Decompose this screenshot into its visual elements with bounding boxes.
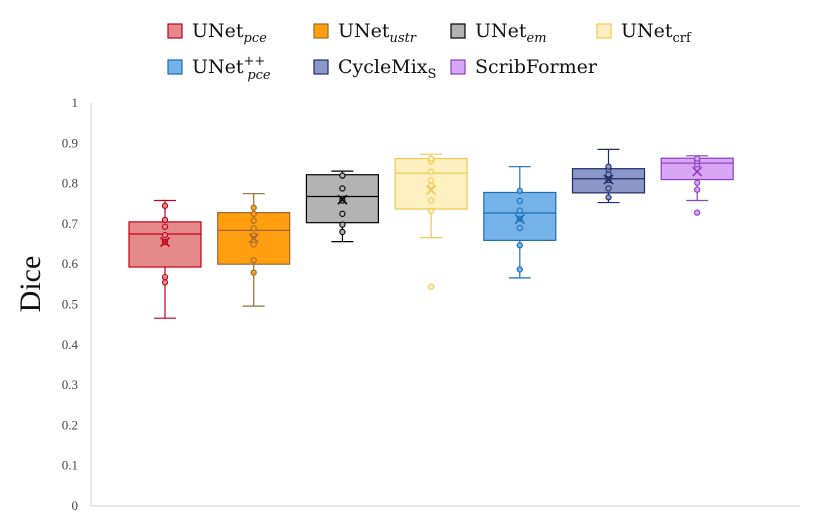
data-point: [339, 210, 346, 217]
y-tick-labels: 0 0.1 0.2 0.3 0.4 0.5 0.6 0.7 0.8 0.9 1: [62, 95, 79, 513]
data-point: [427, 283, 435, 290]
y-axis-title: Dice: [14, 256, 47, 313]
mean-marker: [514, 213, 525, 225]
legend-swatch: [450, 59, 466, 75]
data-point: [250, 204, 257, 211]
y-tick-label: 0.7: [62, 216, 79, 231]
data-point: [339, 228, 346, 236]
legend-swatch: [313, 23, 329, 39]
data-point: [516, 197, 523, 205]
data-point: [161, 279, 169, 286]
y-tick-label: 1: [72, 95, 79, 110]
data-point: [339, 172, 346, 179]
mean-marker: [337, 194, 348, 205]
data-point: [250, 210, 257, 217]
data-point: [161, 223, 169, 230]
data-point: [694, 179, 701, 186]
data-point: [694, 186, 701, 193]
legend-item-3: UNetem: [450, 20, 547, 46]
legend-label: UNetem: [475, 20, 547, 46]
data-point: [161, 202, 169, 209]
legend-swatch: [313, 59, 329, 75]
y-tick-label: 0.3: [62, 377, 78, 392]
data-point: [516, 266, 523, 273]
legend-label: UNetcrf: [621, 20, 692, 46]
data-point: [161, 216, 169, 224]
data-point: [516, 242, 523, 249]
data-point: [694, 155, 701, 162]
mean-marker: [248, 232, 259, 244]
mean-marker: [603, 174, 614, 185]
box-4: [394, 153, 468, 290]
legend-label: ScribFormer: [475, 56, 598, 78]
y-tick-label: 0.4: [62, 337, 79, 352]
data-point: [161, 273, 169, 281]
box-1: [128, 199, 202, 319]
data-point: [516, 207, 523, 214]
data-point: [250, 269, 257, 276]
data-point: [250, 257, 257, 264]
y-tick-label: 0: [72, 498, 79, 513]
legend-label: UNetustr: [338, 20, 417, 46]
data-point: [250, 241, 257, 248]
legend-label: UNet++ pce: [192, 54, 271, 83]
legend-item-5: UNet++ pce: [167, 54, 271, 83]
box-6: [571, 148, 646, 204]
data-point: [427, 197, 435, 204]
data-point: [161, 232, 169, 239]
data-point: [605, 163, 612, 170]
data-point: [339, 221, 346, 228]
box-5: [483, 166, 557, 279]
legend-swatch: [167, 23, 183, 39]
data-point: [427, 155, 435, 162]
legend-item-4: UNetcrf: [596, 20, 692, 46]
data-point: [427, 177, 435, 184]
data-point: [605, 194, 612, 201]
y-tick-label: 0.9: [62, 135, 78, 150]
y-tick-label: 0.6: [62, 256, 79, 271]
y-tick-label: 0.2: [62, 417, 78, 432]
data-point: [250, 225, 257, 232]
data-point: [516, 224, 523, 232]
mean-marker: [692, 166, 703, 177]
box-2: [217, 193, 291, 307]
box-3: [305, 170, 379, 243]
legend-item-2: UNetustr: [313, 20, 417, 46]
legend-swatch: [450, 23, 466, 39]
box-series: [128, 148, 734, 319]
legend-label: UNetpce: [192, 20, 267, 46]
chart-legend: UNetpce UNetustr UNetem UNetcrf UNet++ pce Cyc…: [167, 20, 692, 83]
box-7: [660, 155, 734, 216]
legend-item-7: ScribFormer: [450, 56, 598, 78]
chart-axes: 0 0.1 0.2 0.3 0.4 0.5 0.6 0.7 0.8 0.9 1 Dice: [14, 95, 800, 513]
legend-swatch: [596, 23, 612, 39]
y-tick-label: 0.5: [62, 297, 78, 312]
y-tick-label: 0.1: [62, 458, 78, 473]
legend-item-6: CycleMixS: [313, 56, 436, 82]
data-point: [339, 185, 346, 192]
mean-marker: [159, 236, 171, 248]
legend-label: CycleMixS: [338, 56, 436, 82]
legend-item-1: UNetpce: [167, 20, 267, 46]
data-point: [250, 217, 257, 224]
y-tick-label: 0.8: [62, 176, 78, 191]
data-point: [694, 209, 701, 216]
mean-marker: [426, 184, 437, 196]
legend-swatch: [167, 59, 183, 75]
data-point: [516, 187, 523, 195]
data-point: [427, 168, 435, 175]
data-point: [605, 185, 612, 192]
data-point: [427, 207, 435, 215]
